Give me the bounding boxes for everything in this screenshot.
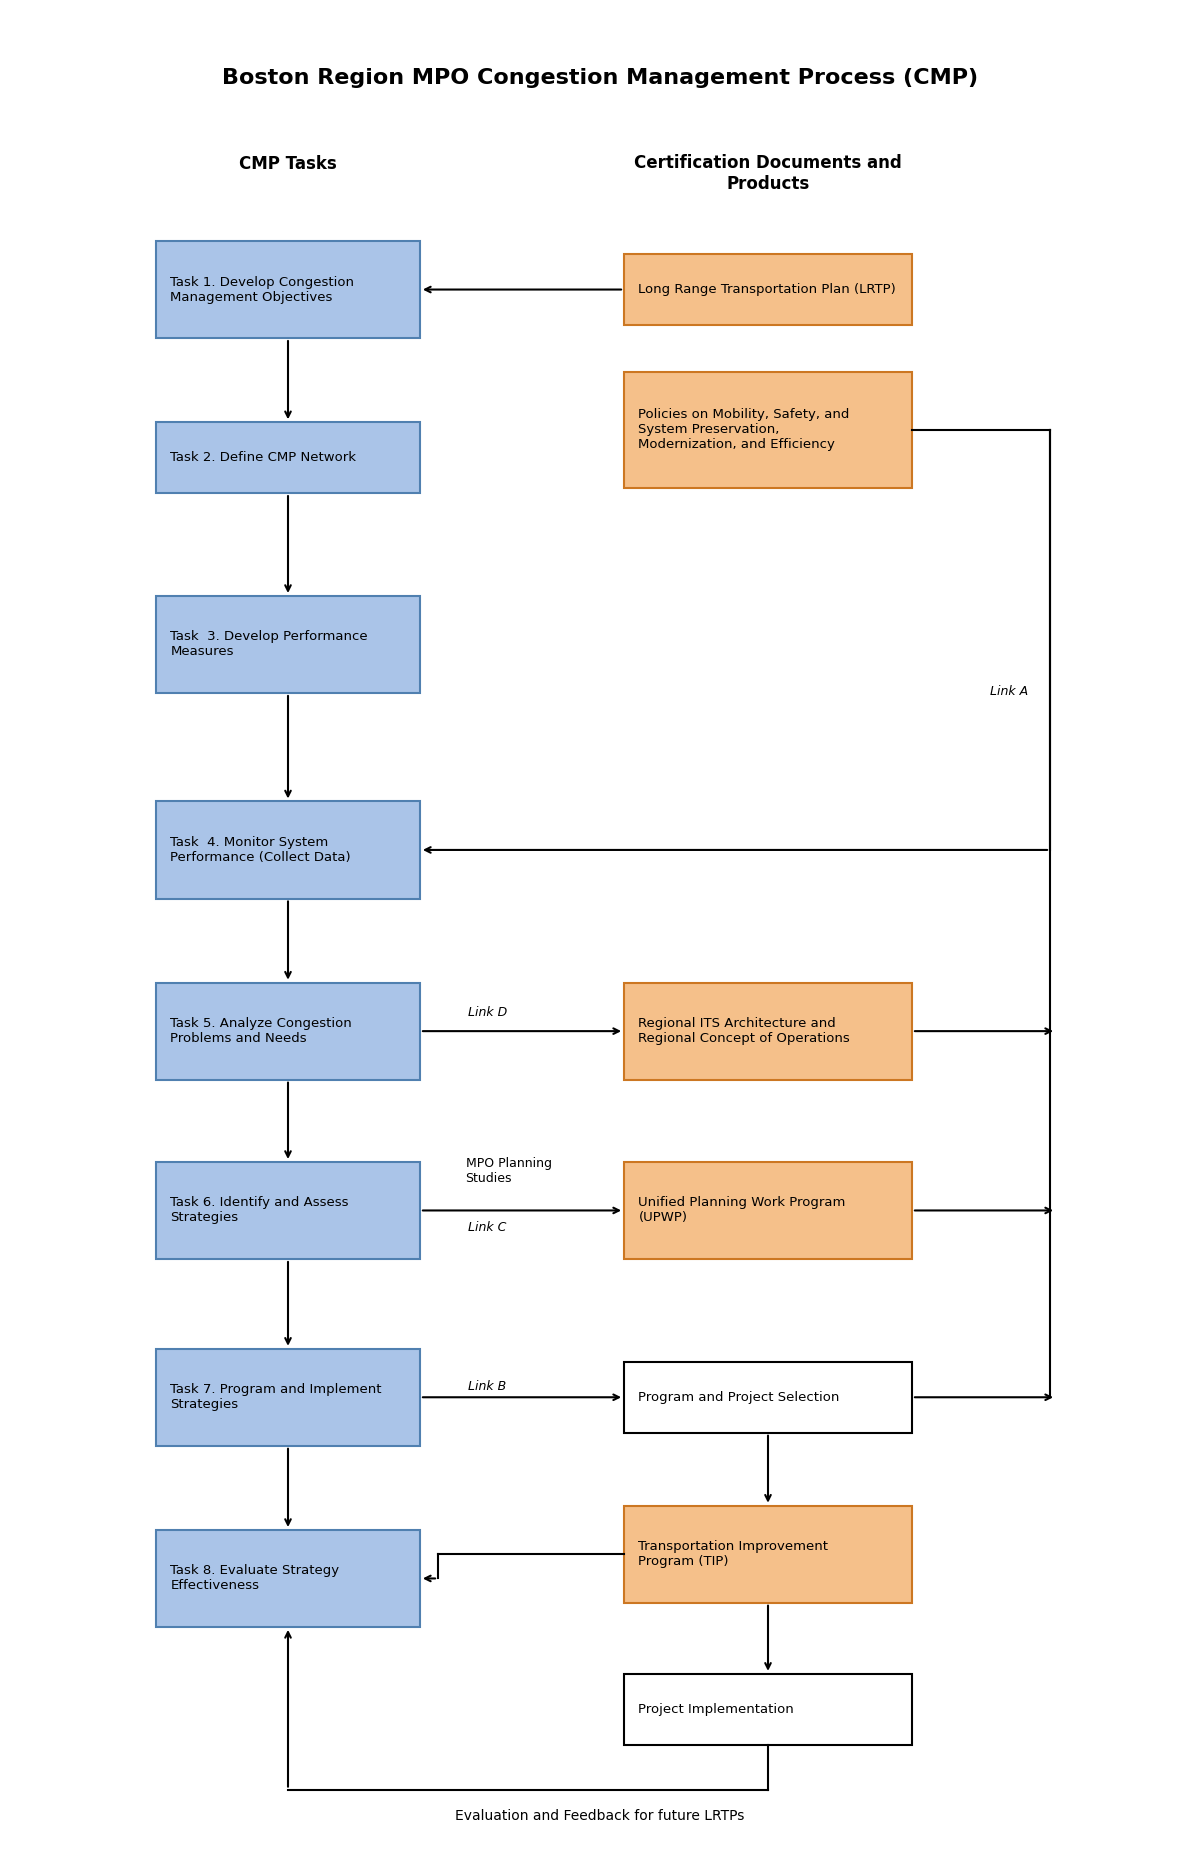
Text: Regional ITS Architecture and
Regional Concept of Operations: Regional ITS Architecture and Regional C… [638,1018,850,1044]
Text: Long Range Transportation Plan (LRTP): Long Range Transportation Plan (LRTP) [638,284,896,295]
Text: Task  4. Monitor System
Performance (Collect Data): Task 4. Monitor System Performance (Coll… [170,837,352,863]
FancyBboxPatch shape [624,1674,912,1745]
Text: Task 8. Evaluate Strategy
Effectiveness: Task 8. Evaluate Strategy Effectiveness [170,1565,340,1592]
Text: Evaluation and Feedback for future LRTPs: Evaluation and Feedback for future LRTPs [455,1808,745,1823]
FancyBboxPatch shape [156,1349,420,1446]
FancyBboxPatch shape [624,1162,912,1259]
FancyBboxPatch shape [156,422,420,493]
Text: Link C: Link C [468,1222,506,1233]
FancyBboxPatch shape [156,1162,420,1259]
FancyBboxPatch shape [624,983,912,1080]
Text: Task 6. Identify and Assess
Strategies: Task 6. Identify and Assess Strategies [170,1197,349,1224]
FancyBboxPatch shape [624,1362,912,1433]
Text: Link A: Link A [990,686,1028,697]
Text: Transportation Improvement
Program (TIP): Transportation Improvement Program (TIP) [638,1541,828,1567]
Text: Unified Planning Work Program
(UPWP): Unified Planning Work Program (UPWP) [638,1197,846,1224]
FancyBboxPatch shape [624,372,912,488]
Text: Program and Project Selection: Program and Project Selection [638,1392,840,1403]
Text: CMP Tasks: CMP Tasks [239,155,337,174]
FancyBboxPatch shape [624,254,912,325]
Text: Link B: Link B [468,1380,506,1392]
FancyBboxPatch shape [156,1530,420,1627]
Text: MPO Planning
Studies: MPO Planning Studies [466,1158,552,1184]
FancyBboxPatch shape [156,596,420,693]
Text: Project Implementation: Project Implementation [638,1704,794,1715]
FancyBboxPatch shape [156,983,420,1080]
Text: Task 5. Analyze Congestion
Problems and Needs: Task 5. Analyze Congestion Problems and … [170,1018,352,1044]
Text: Boston Region MPO Congestion Management Process (CMP): Boston Region MPO Congestion Management … [222,69,978,88]
Text: Task 1. Develop Congestion
Management Objectives: Task 1. Develop Congestion Management Ob… [170,276,354,303]
FancyBboxPatch shape [624,1506,912,1603]
Text: Task 2. Define CMP Network: Task 2. Define CMP Network [170,452,356,463]
Text: Policies on Mobility, Safety, and
System Preservation,
Modernization, and Effici: Policies on Mobility, Safety, and System… [638,407,850,452]
Text: Link D: Link D [468,1007,508,1018]
Text: Task  3. Develop Performance
Measures: Task 3. Develop Performance Measures [170,631,368,658]
Text: Certification Documents and
Products: Certification Documents and Products [634,155,902,192]
FancyBboxPatch shape [156,241,420,338]
Text: Task 7. Program and Implement
Strategies: Task 7. Program and Implement Strategies [170,1384,382,1410]
FancyBboxPatch shape [156,801,420,899]
